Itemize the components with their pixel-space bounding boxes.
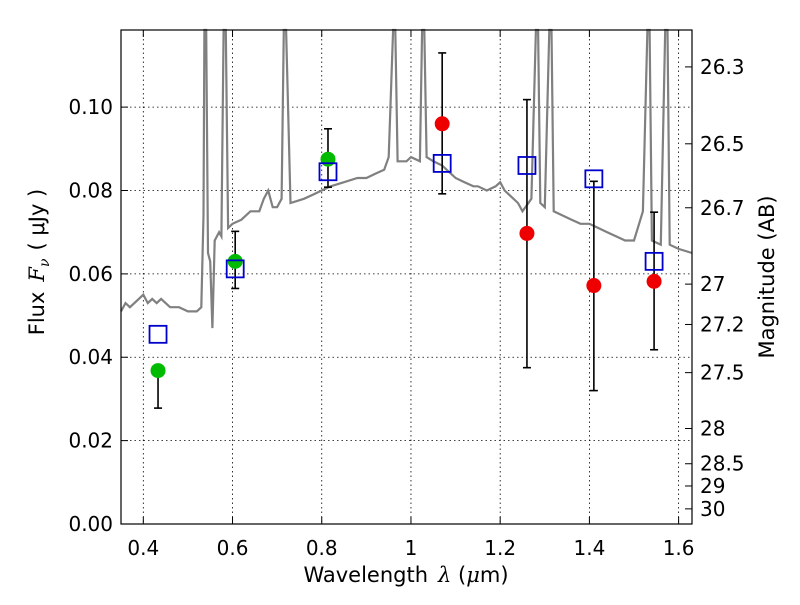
magnitude-tick-label: 27.2 (700, 312, 745, 336)
magnitude-tick-label: 27 (700, 272, 725, 296)
detection-point (227, 253, 243, 269)
nondetection-point (586, 278, 602, 294)
x-tick-label: 0.8 (306, 536, 338, 560)
x-axis-label: Wavelength λ (μm) (303, 563, 508, 587)
x-tick-label: 0.4 (127, 536, 159, 560)
model-photometry-square (517, 156, 537, 175)
model-photometry-square (644, 251, 664, 271)
model-photometry-square (148, 324, 168, 344)
magnitude-tick-label: 28.5 (700, 452, 745, 476)
sed-template-line (120, 28, 693, 329)
y-tick-label: 0.04 (68, 345, 113, 369)
x-axis-ticks: 0.4 0.6 0.8 1 1.2 1.4 1.6 (127, 30, 695, 560)
magnitude-tick-label: 26.7 (700, 196, 745, 220)
nondetection-point (434, 116, 450, 132)
plot-area-content (120, 28, 693, 409)
plot-frame (120, 29, 693, 525)
model-photometry-square (432, 154, 452, 173)
y-tick-label: 0.02 (68, 429, 113, 453)
model-layer (148, 154, 664, 344)
x-tick-label: 1.6 (663, 536, 695, 560)
magnitude-tick-label: 28 (700, 416, 725, 440)
magnitude-tick-label: 27.5 (700, 361, 745, 385)
y-tick-label: 0.10 (68, 95, 113, 119)
magnitude-tick-label: 30 (700, 497, 725, 521)
magnitude-tick-label: 26.5 (700, 132, 745, 156)
nondetection-point (519, 225, 535, 241)
y-tick-label: 0.00 (68, 512, 113, 536)
model-photometry-square (584, 169, 604, 189)
magnitude-tick-label: 26.3 (700, 55, 745, 79)
errorbar-layer (154, 52, 659, 409)
y-axis-label: FluxFν( μJy ) (25, 189, 53, 335)
magnitude-axis-label: Magnitude (AB) (755, 195, 779, 358)
model-photometry-square (318, 162, 338, 182)
x-tick-label: 0.6 (217, 536, 249, 560)
x-tick-label: 1 (405, 536, 418, 560)
nondetection-point (646, 273, 662, 289)
y-axis-ticks: 0.00 0.02 0.04 0.06 0.08 0.10 (68, 95, 128, 536)
x-tick-label: 1.2 (484, 536, 516, 560)
magnitude-tick-label: 29 (700, 474, 725, 498)
detection-point (320, 151, 336, 167)
y-tick-label: 0.08 (68, 178, 113, 202)
model-photometry-square (225, 259, 245, 279)
detection-point (150, 363, 166, 379)
y-tick-label: 0.06 (68, 262, 113, 286)
x-tick-label: 1.4 (573, 536, 605, 560)
